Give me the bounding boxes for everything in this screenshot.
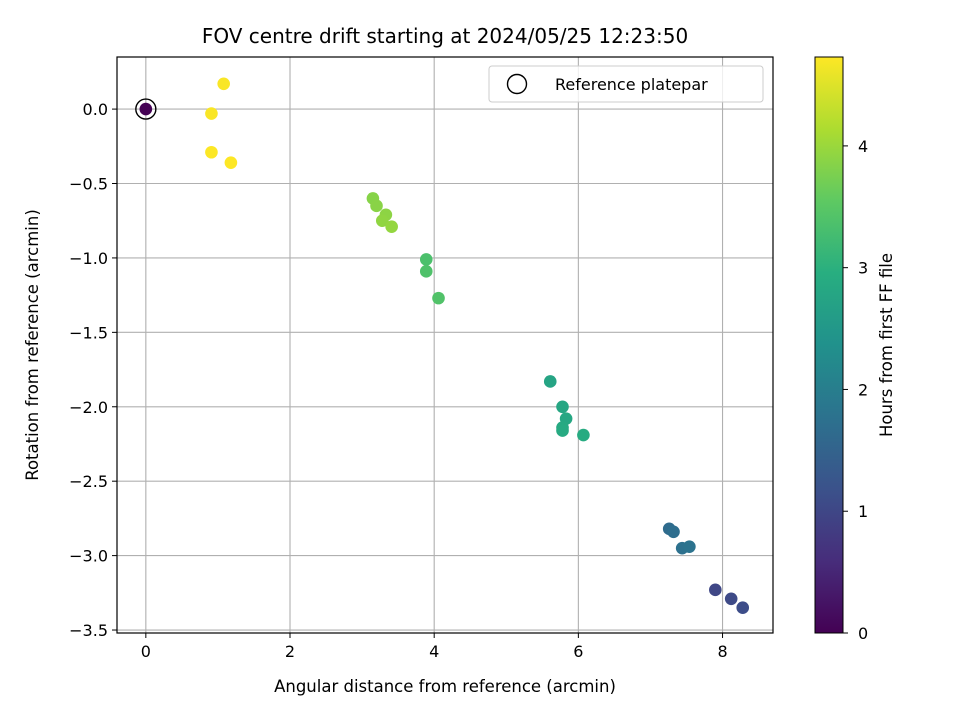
- data-point: [419, 265, 433, 278]
- legend: Reference platepar: [488, 65, 764, 103]
- data-point: [370, 199, 383, 213]
- data-point: [736, 601, 750, 614]
- x-tick-label: 0: [141, 642, 151, 661]
- colorbar-tick-label: 4: [858, 137, 868, 156]
- y-tick-label: −3.5: [69, 621, 108, 640]
- legend-reference-marker: [506, 73, 528, 95]
- x-ticks: 0 2 4 6 8: [141, 633, 728, 661]
- y-axis-label: Rotation from reference (arcmin): [23, 209, 42, 481]
- data-point: [375, 214, 389, 228]
- colorbar-tick-label: 1: [858, 502, 868, 521]
- chart-title: FOV centre drift starting at 2024/05/25 …: [202, 24, 688, 48]
- x-axis-label: Angular distance from reference (arcmin): [274, 677, 616, 696]
- y-tick-label: −3.0: [69, 547, 108, 566]
- x-tick-label: 8: [717, 642, 727, 661]
- colorbar-tick-label: 2: [858, 380, 868, 399]
- y-tick-label: −1.0: [69, 249, 108, 268]
- data-point: [217, 77, 230, 91]
- colorbar-gradient: [814, 56, 844, 634]
- y-tick-label: −1.5: [69, 323, 108, 342]
- data-point: [709, 583, 722, 597]
- data-point: [205, 145, 218, 159]
- data-points: [135, 77, 750, 614]
- data-point: [205, 107, 218, 120]
- colorbar-ticks: 0 1 2 3 4: [843, 137, 868, 643]
- x-tick-label: 6: [573, 642, 583, 661]
- data-point: [667, 525, 680, 539]
- data-point: [577, 428, 590, 442]
- y-tick-label: −2.5: [69, 472, 108, 491]
- x-tick-label: 4: [429, 642, 439, 661]
- data-point: [139, 102, 153, 116]
- colorbar-label: Hours from first FF file: [877, 253, 896, 437]
- data-point: [724, 592, 738, 606]
- plot-frame: [116, 56, 774, 634]
- y-tick-label: 0.0: [83, 100, 108, 119]
- data-point: [683, 540, 696, 553]
- colorbar: 0 1 2 3 4 Hours from first FF file: [814, 56, 896, 643]
- data-point: [224, 156, 238, 169]
- data-point: [432, 291, 445, 305]
- x-tick-label: 2: [285, 642, 295, 661]
- y-tick-label: −2.0: [69, 398, 108, 417]
- data-point: [556, 400, 569, 414]
- legend-entry-reference: Reference platepar: [555, 75, 708, 94]
- legend-box: [488, 65, 764, 103]
- grid-lines: [117, 57, 773, 633]
- y-tick-label: −0.5: [69, 175, 108, 194]
- data-point: [556, 424, 569, 437]
- colorbar-tick-label: 3: [858, 259, 868, 278]
- y-ticks: 0.0 −0.5 −1.0 −1.5 −2.0 −2.5 −3.0 −3.5: [69, 100, 117, 640]
- colorbar-tick-label: 0: [858, 624, 868, 643]
- data-point: [543, 375, 557, 388]
- reference-platepar-marker: [135, 98, 157, 120]
- data-point: [385, 220, 398, 233]
- data-point: [419, 253, 433, 266]
